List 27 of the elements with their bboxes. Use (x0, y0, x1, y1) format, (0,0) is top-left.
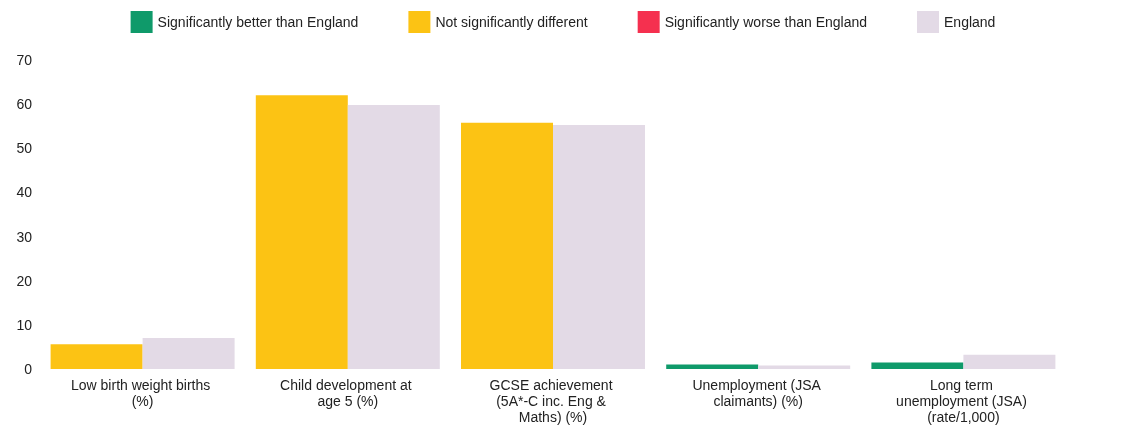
y-tick-label: 10 (16, 316, 33, 333)
legend-label: Not significantly different (435, 14, 588, 30)
x-tick-label: Low birth weight births (%) (71, 377, 215, 409)
legend-label: Significantly worse than England (664, 14, 868, 30)
x-tick-label: Unemployment (JSA claimants) (%) (692, 377, 824, 409)
y-tick-label: 30 (16, 228, 33, 245)
bar (50, 344, 143, 369)
y-tick-label: 60 (16, 96, 33, 113)
bar (142, 338, 235, 369)
bar (758, 365, 851, 369)
bar (963, 354, 1056, 369)
y-tick-label: 70 (16, 52, 33, 68)
legend-label: Significantly better than England (157, 14, 359, 30)
y-tick-label: 50 (16, 140, 33, 157)
bar (553, 124, 645, 369)
x-tick-label: Child development at age 5 (%) (280, 377, 416, 409)
legend-label: England (944, 14, 996, 30)
y-tick-label: 40 (16, 184, 33, 201)
bar (461, 122, 553, 369)
bar (255, 95, 348, 369)
y-tick-label: 20 (16, 272, 33, 289)
x-tick-label: Long term unemployment (JSA) (rate/1,000) (896, 377, 1031, 425)
x-tick-label: GCSE achievement (5A*-C inc. Eng & Maths) (%) (489, 377, 617, 425)
bar (347, 105, 440, 369)
bar (666, 364, 759, 369)
bar (871, 362, 964, 369)
y-tick-label: 0 (24, 361, 33, 377)
